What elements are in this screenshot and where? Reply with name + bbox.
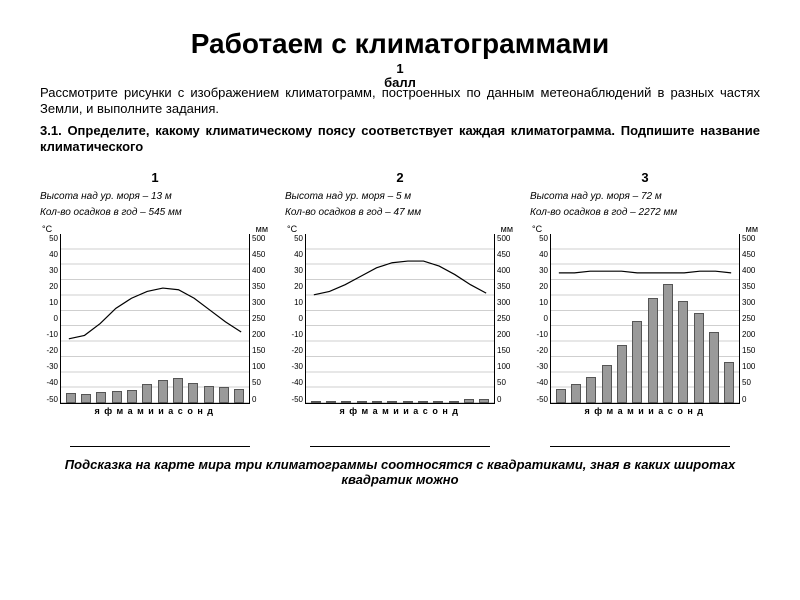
axis-unit-row: °C мм: [285, 224, 515, 234]
temp-axis: 50403020100-10-20-30-40-50: [285, 234, 305, 404]
page-title: Работаем с климатограммами: [40, 28, 760, 60]
altitude-label: Высота над ур. моря – 5 м: [285, 191, 515, 204]
climatogram-2: 2 Высота над ур. моря – 5 м Кол-во осадков…: [285, 170, 515, 416]
month-labels: яфмамииасонд: [530, 406, 760, 416]
precip-unit: мм: [746, 224, 758, 234]
charts-row: 1 Высота над ур. моря – 13 м Кол-во осадко…: [40, 170, 760, 416]
chart-body: 50403020100-10-20-30-40-50 50045040035030…: [40, 234, 270, 404]
score-value: 1: [396, 61, 403, 76]
chart-body: 50403020100-10-20-30-40-50 50045040035030…: [285, 234, 515, 404]
month-labels: яфмамииасонд: [40, 406, 270, 416]
month-labels: яфмамииасонд: [285, 406, 515, 416]
plot-area: [550, 234, 740, 404]
plot-area: [60, 234, 250, 404]
climatogram-1: 1 Высота над ур. моря – 13 м Кол-во осадко…: [40, 170, 270, 416]
answer-blank-1[interactable]: [70, 434, 250, 447]
chart-number: 3: [530, 170, 760, 185]
precip-axis: 500450400350300250200150100500: [740, 234, 760, 404]
answer-blank-2[interactable]: [310, 434, 490, 447]
temp-axis: 50403020100-10-20-30-40-50: [530, 234, 550, 404]
precip-axis: 500450400350300250200150100500: [495, 234, 515, 404]
answer-blanks: [40, 434, 760, 447]
answer-blank-3[interactable]: [550, 434, 730, 447]
intro-text: Рассмотрите рисунки с изображением клима…: [40, 85, 760, 118]
altitude-label: Высота над ур. моря – 13 м: [40, 191, 270, 204]
temp-axis: 50403020100-10-20-30-40-50: [40, 234, 60, 404]
temp-unit: °C: [532, 224, 542, 234]
chart-number: 2: [285, 170, 515, 185]
annual-precip-label: Кол-во осадков в год – 47 мм: [285, 207, 515, 220]
axis-unit-row: °C мм: [40, 224, 270, 234]
temp-curve: [551, 234, 739, 403]
plot-area: [305, 234, 495, 404]
temp-curve: [306, 234, 494, 403]
altitude-label: Высота над ур. моря – 72 м: [530, 191, 760, 204]
chart-body: 50403020100-10-20-30-40-50 50045040035030…: [530, 234, 760, 404]
chart-number: 1: [40, 170, 270, 185]
annual-precip-label: Кол-во осадков в год – 545 мм: [40, 207, 270, 220]
precip-axis: 500450400350300250200150100500: [250, 234, 270, 404]
climatogram-3: 3 Высота над ур. моря – 72 м Кол-во осадко…: [530, 170, 760, 416]
precip-unit: мм: [256, 224, 268, 234]
axis-unit-row: °C мм: [530, 224, 760, 234]
hint-text: Подсказка на карте мира три климатограмм…: [40, 457, 760, 488]
temp-curve: [61, 234, 249, 403]
temp-unit: °C: [42, 224, 52, 234]
temp-unit: °C: [287, 224, 297, 234]
annual-precip-label: Кол-во осадков в год – 2272 мм: [530, 207, 760, 220]
task-text: 3.1. Определите, какому климатическому п…: [40, 123, 760, 156]
precip-unit: мм: [501, 224, 513, 234]
